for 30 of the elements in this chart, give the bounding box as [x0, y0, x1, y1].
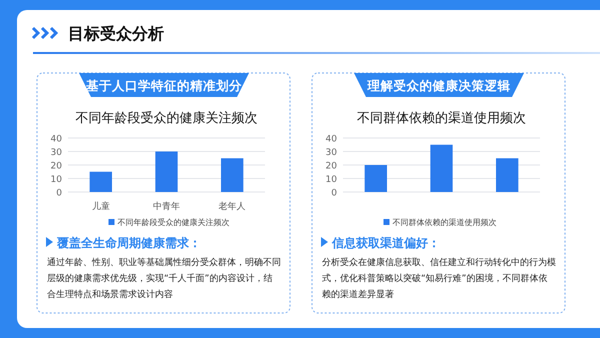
- text: 分析受众在健康信息获取、信任建立和行动转化中的行为模式，优化科普策略以突破“知易行难”的困境，不同群体依赖的渠道差异显著: [322, 257, 556, 300]
- bar: [430, 144, 453, 192]
- y-tick-label: 20: [326, 162, 338, 172]
- bar: [221, 158, 244, 192]
- legend-label: 不同群体依赖的渠道使用频次: [392, 218, 496, 227]
- text: 基于人口学特征的精准划分: [85, 78, 243, 93]
- chart-title: 不同群体依赖的渠道使用频次: [357, 111, 526, 126]
- text: 目标受众分析: [68, 25, 164, 43]
- text: 通过年龄、性别、职业等基础属性细分受众群体，明确不同层级的健康需求优先级，实现“千人千面”的内容设计，结合生理特点和场景需求设计内容: [47, 257, 281, 300]
- y-tick-label: 0: [56, 188, 62, 198]
- x-tick-label: 中青年: [153, 201, 180, 212]
- chart-title: 不同年龄段受众的健康关注频次: [76, 111, 258, 126]
- y-tick-label: 30: [50, 148, 62, 158]
- y-tick-label: 40: [50, 134, 62, 144]
- bar: [90, 172, 112, 192]
- text: 信息获取渠道偏好：: [331, 236, 440, 250]
- y-tick-label: 0: [331, 188, 338, 198]
- y-tick-label: 10: [326, 175, 338, 185]
- legend-label: 不同年龄段受众的健康关注频次: [118, 218, 230, 227]
- x-tick-label: 老年人: [218, 201, 246, 212]
- text: 理解受众的健康决策逻辑: [366, 78, 510, 93]
- y-tick-label: 40: [326, 134, 338, 144]
- text: 覆盖全生命周期健康需求：: [56, 236, 201, 250]
- y-tick-label: 10: [50, 175, 62, 185]
- bar: [155, 152, 178, 192]
- bar: [364, 165, 387, 192]
- x-tick-label: 儿童: [92, 201, 110, 212]
- y-tick-label: 30: [326, 148, 338, 158]
- y-tick-label: 20: [50, 162, 62, 172]
- bar: [496, 158, 518, 192]
